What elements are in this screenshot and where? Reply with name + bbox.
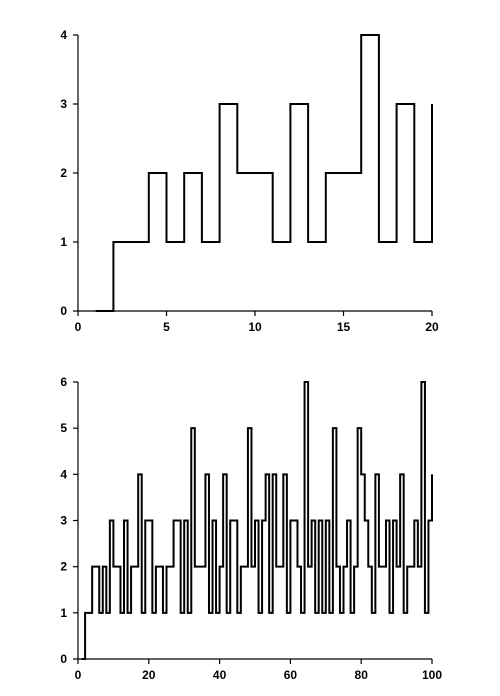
y-tick-label: 2 [60, 560, 67, 574]
x-tick-label: 15 [337, 320, 351, 334]
x-tick-label: 100 [422, 668, 442, 682]
y-tick-label: 6 [60, 375, 67, 389]
y-tick-label: 4 [60, 28, 67, 42]
x-tick-label: 40 [213, 668, 227, 682]
y-tick-label: 0 [60, 652, 67, 666]
x-tick-label: 0 [75, 320, 82, 334]
x-tick-label: 20 [425, 320, 439, 334]
step-series-line [95, 34, 433, 312]
y-tick-label: 0 [60, 304, 67, 318]
step-series-line [81, 381, 433, 660]
x-tick-label: 0 [75, 668, 82, 682]
y-tick-label: 4 [60, 467, 67, 481]
y-tick-label: 3 [60, 514, 67, 528]
x-tick-label: 60 [284, 668, 298, 682]
x-tick-label: 20 [142, 668, 156, 682]
y-tick-label: 3 [60, 97, 67, 111]
y-tick-label: 2 [60, 166, 67, 180]
x-tick-label: 5 [163, 320, 170, 334]
top-step-chart: 0 1 2 3 4 0 5 10 15 20 [60, 28, 439, 334]
x-tick-label: 10 [248, 320, 262, 334]
y-tick-label: 1 [60, 606, 67, 620]
x-tick-label: 80 [355, 668, 369, 682]
y-tick-label: 5 [60, 421, 67, 435]
y-tick-label: 1 [60, 235, 67, 249]
